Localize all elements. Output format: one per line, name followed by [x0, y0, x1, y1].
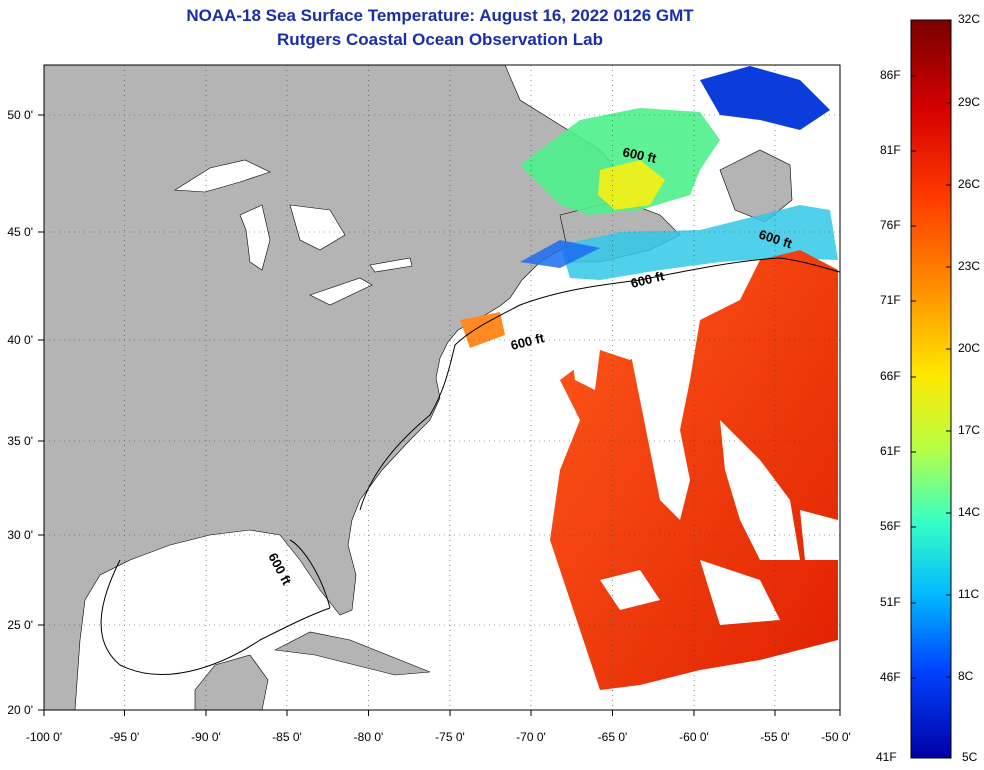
lat-label: 30 0'	[7, 528, 33, 542]
lon-label: -80 0'	[354, 730, 384, 744]
lon-label: -50 0'	[821, 730, 851, 744]
cloud-band-1	[630, 300, 700, 520]
land-cuba	[273, 631, 431, 676]
sst-cyan-shelf	[560, 205, 838, 280]
colorbar-celsius-label: 5C	[962, 750, 978, 764]
lon-label: -65 0'	[598, 730, 628, 744]
land-yucatan	[194, 654, 269, 710]
lon-label: -95 0'	[110, 730, 140, 744]
lon-label: -60 0'	[679, 730, 709, 744]
sst-mid-atlantic-patch	[460, 312, 505, 348]
colorbar-fahrenheit-label: 51F	[880, 595, 901, 609]
colorbar-fahrenheit-label: 61F	[880, 444, 901, 458]
isobath-600ft	[100, 257, 840, 675]
colorbar-celsius-label: 11C	[958, 587, 980, 601]
sst-gulf-st-lawrence	[520, 108, 720, 215]
cloud-band-5	[700, 560, 780, 625]
cloud-band-2	[720, 420, 800, 560]
colorbar-celsius-label: 17C	[958, 423, 981, 437]
lon-label: -75 0'	[435, 730, 465, 744]
colorbar-celsius-label: 32C	[958, 12, 981, 26]
cloud-band-4	[600, 570, 660, 610]
map-border	[43, 64, 841, 711]
lat-label: 50 0'	[7, 108, 33, 122]
colorbar-fahrenheit-label: 81F	[880, 143, 901, 157]
sst-cold-labrador	[700, 66, 830, 130]
colorbar-fahrenheit-label: 76F	[880, 218, 901, 232]
colorbar-fahrenheit-label: 71F	[880, 293, 901, 307]
lon-label: -85 0'	[272, 730, 302, 744]
lake-erie-ontario	[309, 257, 413, 306]
lon-label: -55 0'	[760, 730, 790, 744]
lat-label: 40 0'	[7, 333, 33, 347]
colorbar-celsius-label: 26C	[958, 177, 981, 191]
lat-label: 20 0'	[7, 703, 33, 717]
lat-label: 35 0'	[7, 434, 33, 448]
colorbar-celsius-label: 23C	[958, 259, 981, 273]
lon-label: -90 0'	[191, 730, 221, 744]
colorbar-fahrenheit-label: 66F	[880, 369, 901, 383]
colorbar-celsius-label: 29C	[958, 95, 981, 109]
lake-michigan-huron	[239, 204, 271, 271]
map-subtitle: Rutgers Coastal Ocean Observation Lab	[277, 30, 603, 49]
lake-superior	[174, 159, 271, 193]
contour-label: 600 ft	[621, 144, 658, 166]
colorbar-celsius-label: 20C	[958, 341, 981, 355]
lat-label: 25 0'	[7, 618, 33, 632]
colorbar-fahrenheit-label: 41F	[876, 750, 897, 764]
sst-yellow-patch	[598, 160, 665, 210]
colorbar	[910, 19, 952, 759]
colorbar-fahrenheit-label: 86F	[880, 68, 901, 82]
colorbar-fahrenheit-label: 56F	[880, 519, 901, 533]
colorbar-celsius-label: 14C	[958, 505, 981, 519]
colorbar-fahrenheit-label: 46F	[880, 670, 901, 684]
lon-label: -100 0'	[26, 730, 62, 744]
lat-label: 45 0'	[7, 225, 33, 239]
lon-label: -70 0'	[516, 730, 546, 744]
axis-ticks	[38, 114, 841, 716]
cloud-band-6	[570, 340, 600, 390]
map-title: NOAA-18 Sea Surface Temperature: August …	[186, 6, 694, 25]
sst-blue-shelf	[520, 240, 600, 268]
colorbar-celsius-label: 8C	[958, 669, 974, 683]
lake-huron	[289, 204, 346, 251]
colorbar-ticks	[911, 75, 951, 679]
land-newfoundland	[719, 149, 793, 223]
